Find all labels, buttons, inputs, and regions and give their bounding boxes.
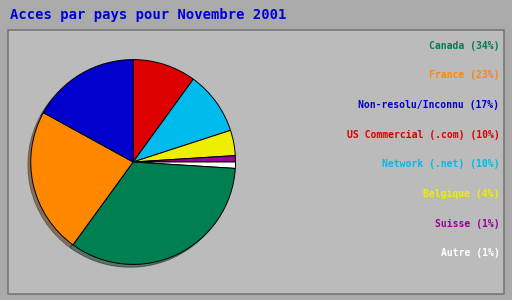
Wedge shape: [133, 156, 236, 162]
Text: Non-resolu/Inconnu (17%): Non-resolu/Inconnu (17%): [358, 100, 499, 110]
Wedge shape: [133, 130, 236, 162]
Text: Autre (1%): Autre (1%): [441, 248, 499, 259]
Wedge shape: [44, 60, 133, 162]
Wedge shape: [133, 60, 194, 162]
Wedge shape: [133, 79, 230, 162]
Wedge shape: [73, 162, 236, 264]
Text: Network (.net) (10%): Network (.net) (10%): [382, 159, 499, 170]
Text: US Commercial (.com) (10%): US Commercial (.com) (10%): [347, 130, 499, 140]
Wedge shape: [31, 113, 133, 245]
Text: France (23%): France (23%): [429, 70, 499, 80]
Text: Belgique (4%): Belgique (4%): [423, 189, 499, 199]
FancyBboxPatch shape: [8, 30, 504, 294]
Wedge shape: [133, 162, 236, 168]
Text: Acces par pays pour Novembre 2001: Acces par pays pour Novembre 2001: [10, 8, 287, 22]
Text: Suisse (1%): Suisse (1%): [435, 219, 499, 229]
Text: Canada (34%): Canada (34%): [429, 41, 499, 51]
